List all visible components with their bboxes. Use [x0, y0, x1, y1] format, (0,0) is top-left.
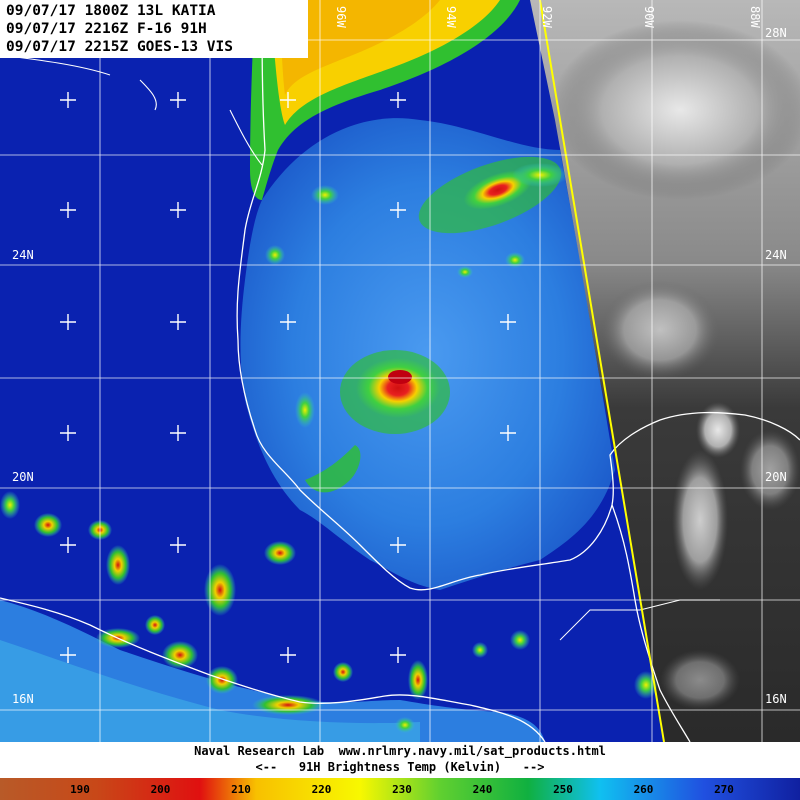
colorbar-tick-240: 240	[473, 783, 493, 796]
lon-label-92w: 92W	[540, 6, 554, 28]
cell-18	[295, 392, 315, 428]
storm-band	[305, 445, 361, 493]
lon-label-94w: 94W	[444, 6, 458, 28]
cell-3	[106, 545, 130, 585]
lat-label-16n-west: 16N	[12, 692, 34, 706]
cell-5	[264, 541, 296, 565]
grid-crosses	[60, 92, 516, 663]
cell-21	[0, 491, 20, 519]
cloud-streak	[672, 450, 728, 590]
colorbar-tick-250: 250	[553, 783, 573, 796]
cell-17	[311, 185, 339, 205]
lon-label-88w: 88W	[748, 6, 762, 28]
lat-label-20n-east: 20N	[765, 470, 787, 484]
colorbar-ticks: 190 200 210 220 230 240 250 260 270	[70, 783, 734, 796]
colorbar-tick-260: 260	[634, 783, 654, 796]
cell-22	[395, 717, 415, 733]
cloud-south	[660, 650, 740, 710]
cell-16	[265, 245, 285, 265]
header-panel: 09/07/17 1800Z 13L KATIA 09/07/17 2216Z …	[0, 0, 308, 58]
header-vis-line: 09/07/17 2215Z GOES-13 VIS	[6, 39, 233, 55]
colorbar-tick-220: 220	[312, 783, 332, 796]
colorbar-tick-230: 230	[392, 783, 412, 796]
scale-title: <-- 91H Brightness Temp (Kelvin) -->	[255, 760, 545, 774]
storm-katia-core	[356, 358, 440, 418]
temperature-colorbar: 190 200 210 220 230 240 250 260 270	[0, 778, 800, 800]
cell-9	[206, 666, 238, 694]
lat-label-28n: 28N	[765, 26, 787, 40]
lon-label-96w: 96W	[334, 6, 348, 28]
pacific-coastline	[0, 597, 546, 742]
cell-19	[505, 252, 525, 268]
cloud-top	[550, 20, 800, 200]
header-storm-line: 09/07/17 1800Z 13L KATIA	[6, 3, 216, 19]
lat-label-24n-east: 24N	[765, 248, 787, 262]
gulf-coastline	[236, 0, 800, 591]
footer-panel: Naval Research Lab www.nrlmry.navy.mil/s…	[0, 742, 800, 778]
colorbar-tick-190: 190	[70, 783, 90, 796]
cell-10	[252, 695, 324, 715]
cell-14	[472, 642, 488, 658]
yucatan-coastline	[611, 504, 691, 742]
cell-20	[457, 266, 473, 278]
cloud-east	[740, 430, 800, 510]
cloud-mid	[600, 280, 720, 380]
header-sensor-line: 09/07/17 2216Z F-16 91H	[6, 21, 207, 37]
lat-label-16n-east: 16N	[765, 692, 787, 706]
credit-text: Naval Research Lab www.nrlmry.navy.mil/s…	[194, 744, 606, 758]
storm-katia-eye	[388, 370, 412, 384]
cell-4	[204, 564, 236, 616]
swath-edge-line	[539, 0, 665, 742]
colorbar-gradient	[0, 778, 800, 800]
texas-coastline	[139, 79, 263, 166]
pacific-coastal-band	[0, 640, 420, 742]
cell-7	[145, 615, 165, 635]
lon-label-90w: 90W	[642, 6, 656, 28]
colorbar-tick-270: 270	[714, 783, 734, 796]
cell-8	[162, 641, 198, 669]
cell-1	[34, 513, 62, 537]
satellite-map	[0, 0, 800, 742]
cell-11	[333, 662, 353, 682]
cloud-storm-north	[696, 402, 740, 458]
grid-lines	[0, 0, 800, 742]
colorbar-tick-200: 200	[151, 783, 171, 796]
lat-label-20n-west: 20N	[12, 470, 34, 484]
cell-13	[510, 630, 530, 650]
cell-12	[408, 660, 428, 700]
lat-label-24n-west: 24N	[12, 248, 34, 262]
colorbar-tick-210: 210	[231, 783, 251, 796]
